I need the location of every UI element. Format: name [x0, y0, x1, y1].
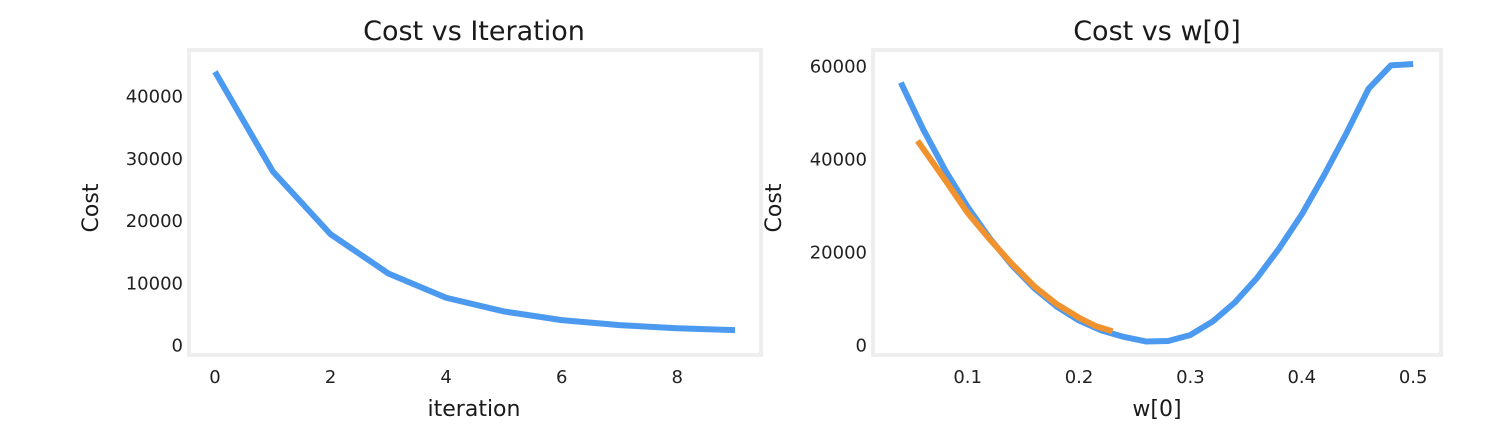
series-line-2 — [915, 139, 1114, 335]
chart-title-right: Cost vs w[0] — [1073, 16, 1241, 47]
ticks-left: 0 2 4 6 8 0 10000 20000 30000 40000 — [126, 87, 683, 388]
y-tick-label: 20000 — [126, 211, 183, 232]
cost-vs-w0-chart: Cost vs w[0] w[0] Cost 0.1 0.2 0.3 0.4 0.5 0 2… — [762, 16, 1443, 422]
x-tick-label: 6 — [556, 367, 567, 388]
y-tick-label: 10000 — [126, 273, 183, 294]
x-axis-label-right: w[0] — [1132, 397, 1181, 422]
series-lines-right — [898, 60, 1414, 345]
x-tick-label: 0.4 — [1287, 367, 1316, 388]
y-tick-label: 0 — [172, 336, 183, 357]
x-tick-label: 4 — [440, 367, 451, 388]
y-axis-label-right: Cost — [762, 183, 787, 232]
x-tick-label: 0 — [209, 367, 220, 388]
y-tick-label: 30000 — [126, 149, 183, 170]
x-tick-label: 0.2 — [1065, 367, 1094, 388]
y-tick-label: 40000 — [810, 149, 867, 170]
ticks-right: 0.1 0.2 0.3 0.4 0.5 0 20000 40000 60000 — [810, 56, 1428, 388]
x-tick-label: 0.5 — [1399, 367, 1428, 388]
cost-vs-iteration-chart: Cost vs Iteration iteration Cost 0 2 4 6 8 0 1… — [79, 16, 763, 422]
y-tick-label: 0 — [856, 336, 867, 357]
x-tick-label: 0.1 — [953, 367, 982, 388]
plot-area-left — [187, 48, 763, 357]
series-line-1 — [212, 70, 736, 334]
series-lines-left — [212, 70, 736, 334]
y-tick-label: 60000 — [810, 56, 867, 77]
chart-title-left: Cost vs Iteration — [363, 16, 585, 47]
y-axis-label-left: Cost — [79, 183, 104, 232]
x-tick-label: 2 — [325, 367, 336, 388]
x-tick-label: 0.3 — [1176, 367, 1205, 388]
x-axis-label-left: iteration — [428, 397, 521, 422]
y-tick-label: 20000 — [810, 243, 867, 264]
x-tick-label: 8 — [671, 367, 682, 388]
y-tick-label: 40000 — [126, 87, 183, 108]
